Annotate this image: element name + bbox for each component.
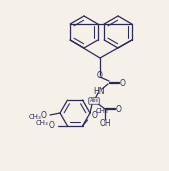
Text: CH₃: CH₃	[95, 108, 108, 114]
Text: CH₃: CH₃	[36, 120, 49, 126]
Text: CH₃: CH₃	[29, 114, 41, 120]
Text: Abs: Abs	[90, 98, 99, 103]
Text: O: O	[116, 104, 122, 114]
Text: HN: HN	[93, 87, 105, 95]
Text: O: O	[49, 121, 54, 130]
Text: O: O	[120, 78, 126, 88]
Text: O: O	[41, 110, 47, 120]
Text: OH: OH	[99, 120, 111, 128]
Text: O: O	[97, 70, 103, 80]
Text: O: O	[92, 111, 98, 121]
